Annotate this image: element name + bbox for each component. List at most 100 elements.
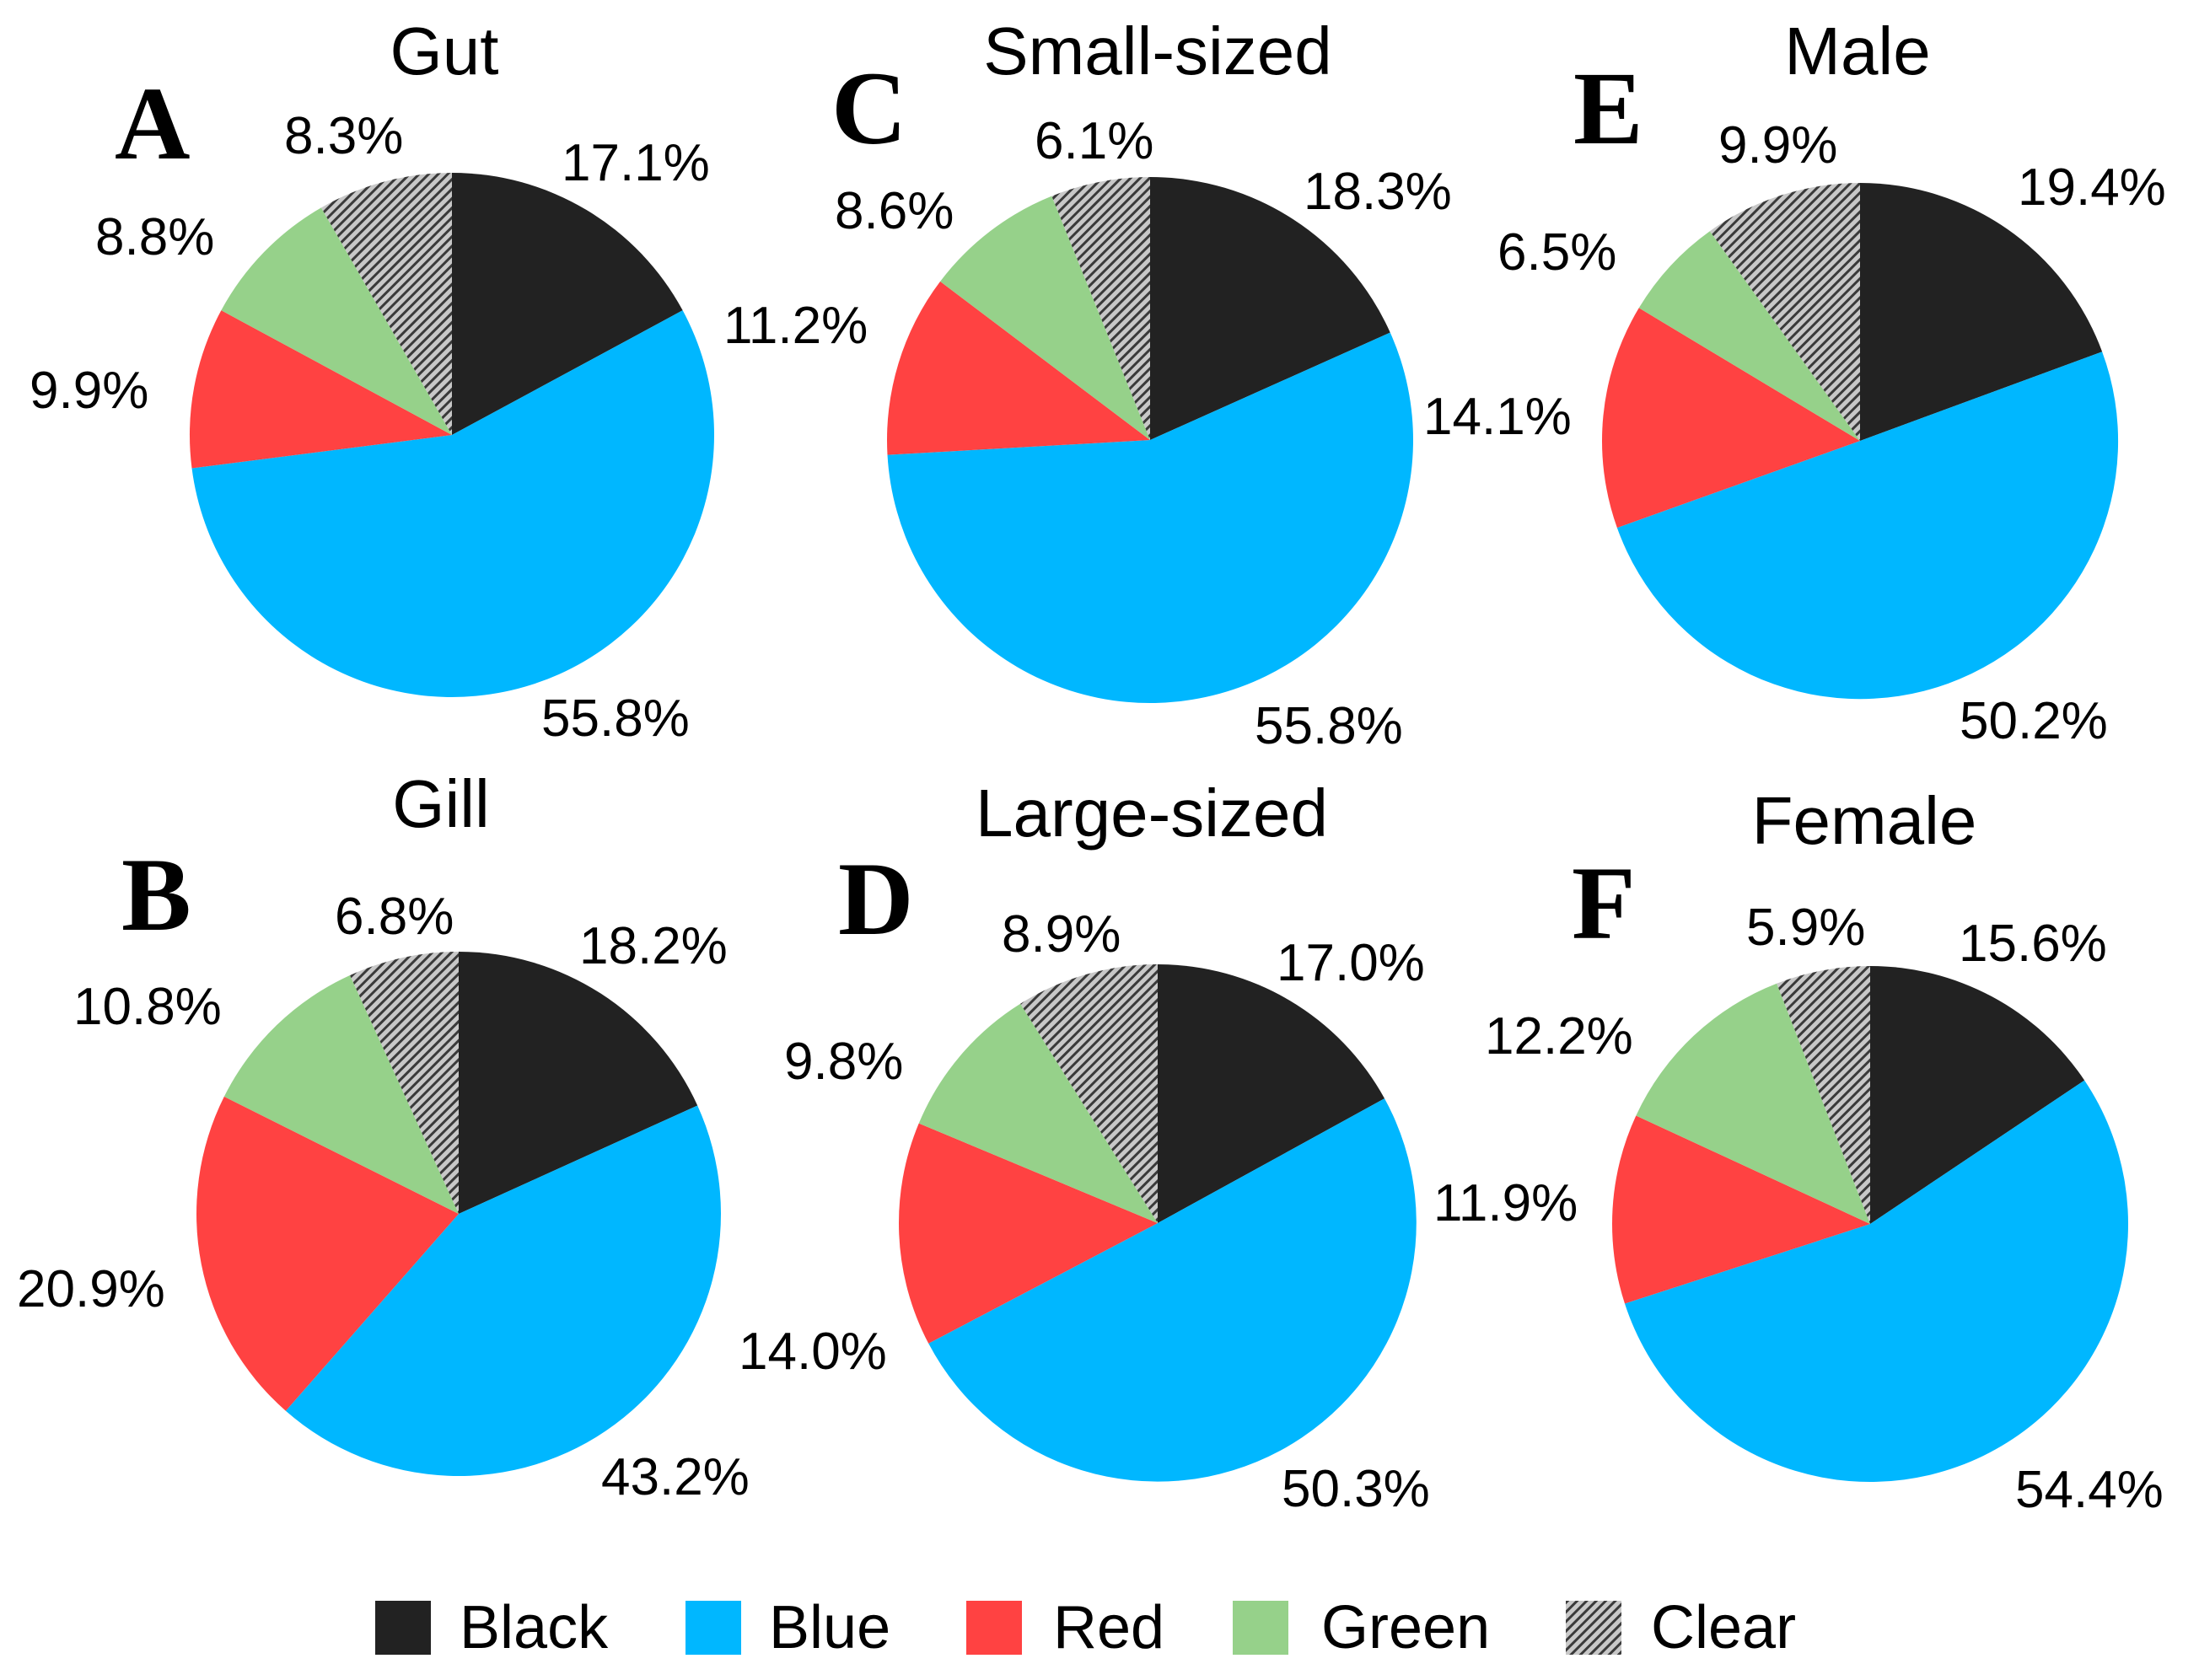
panel-letter: D [838, 841, 914, 957]
legend-item-blue: Blue [686, 1594, 890, 1661]
pct-label-green: 6.5% [1497, 223, 1616, 282]
panel-letter: F [1572, 845, 1636, 961]
legend-label-green: Green [1321, 1594, 1490, 1661]
pie-slice-green [918, 1003, 1158, 1223]
pie-slice-red [899, 1123, 1158, 1344]
pie-slice-green [221, 207, 452, 436]
pie-slice-blue [1624, 1080, 2129, 1483]
pct-label-black: 18.2% [579, 917, 728, 975]
pct-label-black: 17.0% [1277, 934, 1425, 992]
legend-item-black: Black [375, 1594, 609, 1661]
pie-slice-blue [191, 310, 714, 697]
pie-slice-black [1150, 176, 1390, 440]
pie-slice-clear [1709, 183, 1860, 441]
pct-label-black: 15.6% [1959, 915, 2107, 973]
pie-slice-black [452, 173, 683, 435]
pct-label-green: 9.8% [784, 1033, 903, 1091]
panel-c: C Small-sized 18.3% 55.8% 11.2% 8.6% 6.1… [723, 13, 1572, 755]
pie-slice-green [223, 975, 459, 1214]
pie-slice-black [1158, 964, 1385, 1223]
panel-letter: C [831, 51, 907, 166]
pie-slice-red [190, 310, 453, 469]
panel-e: E Male 19.4% 50.2% 6.5% 9.9% [1497, 13, 2166, 750]
panel-title: Large-sized [976, 776, 1328, 851]
pct-label-red: 20.9% [17, 1260, 165, 1318]
legend-swatch-green [1233, 1601, 1288, 1655]
pct-label-green: 8.8% [95, 208, 214, 266]
pct-label-red: 14.0% [739, 1323, 887, 1381]
pie-slice-blue [887, 332, 1414, 704]
legend-label-clear: Clear [1651, 1594, 1796, 1661]
pct-label-clear: 8.9% [1002, 905, 1121, 963]
panel-f: F Female 15.6% 54.4% 12.2% 5.9% [1485, 783, 2164, 1519]
panel-title: Male [1784, 13, 1930, 89]
pct-label-clear: 6.1% [1035, 112, 1153, 170]
legend-label-black: Black [460, 1594, 609, 1661]
legend-label-blue: Blue [769, 1594, 890, 1661]
pie-slice-red [1612, 1115, 1870, 1304]
panel-title: Gut [390, 13, 499, 89]
legend: Black Blue Red Green Clear [375, 1594, 1796, 1661]
panel-letter: B [121, 837, 191, 953]
pie-slice-blue [928, 1098, 1417, 1482]
pct-label-clear: 6.8% [335, 888, 454, 946]
pie-slice-clear [350, 952, 459, 1214]
pct-label-green: 12.2% [1485, 1007, 1633, 1065]
pie-slice-black [459, 952, 698, 1214]
pie-slice-black [1870, 966, 2085, 1224]
pct-label-red: 9.9% [30, 362, 148, 420]
pie-slice-clear [320, 173, 452, 435]
legend-swatch-red [966, 1601, 1022, 1655]
legend-swatch-blue [686, 1601, 741, 1655]
pct-label-blue: 54.4% [2015, 1461, 2164, 1519]
pie-slice-clear [1020, 964, 1158, 1223]
pie-c [887, 176, 1414, 704]
pct-label-clear: 8.3% [284, 107, 403, 165]
panel-a: A Gut 17.1% 55.8% 9.9% 8.8% 8.3% [30, 13, 714, 748]
pie-slice-clear [1051, 177, 1150, 440]
legend-item-clear: Clear [1566, 1594, 1796, 1661]
legend-swatch-black [375, 1601, 431, 1655]
pct-label-black: 17.1% [562, 134, 710, 192]
pie-slice-red [1601, 308, 1860, 529]
pie-slice-clear [1777, 966, 1870, 1224]
pie-e [1601, 183, 2119, 700]
pie-slice-green [1638, 231, 1860, 441]
pie-slice-red [196, 1096, 459, 1411]
panel-letter: A [115, 66, 191, 181]
panel-d: D Large-sized 17.0% 50.3% 14.0% 9.8% 8.9… [739, 776, 1578, 1518]
pct-label-red: 11.2% [723, 297, 868, 355]
panel-letter: E [1573, 51, 1643, 166]
legend-item-green: Green [1233, 1594, 1490, 1661]
panel-title: Gill [392, 766, 490, 841]
pct-label-extra: 11.9% [1433, 1174, 1578, 1232]
pct-label-blue: 55.8% [1255, 697, 1403, 755]
pie-slice-green [940, 196, 1150, 440]
legend-label-red: Red [1053, 1594, 1164, 1661]
panel-title: Small-sized [983, 13, 1331, 89]
pie-slice-blue [285, 1105, 721, 1476]
pct-label-extra: 14.1% [1423, 388, 1572, 446]
legend-swatch-clear [1566, 1601, 1621, 1655]
pie-slice-blue [1616, 352, 2119, 700]
pie-a [190, 173, 714, 697]
pct-label-green: 8.6% [835, 182, 954, 240]
pie-slice-black [1860, 183, 2103, 441]
panel-b: B Gill 18.2% 43.2% 20.9% 10.8% 6.8% [17, 766, 750, 1506]
pct-label-black: 18.3% [1304, 163, 1452, 221]
panel-title: Female [1752, 783, 1977, 858]
pct-label-blue: 43.2% [601, 1448, 750, 1506]
pie-d [899, 964, 1417, 1482]
pct-label-clear: 9.9% [1718, 116, 1837, 174]
legend-item-red: Red [966, 1594, 1164, 1661]
pct-label-green: 10.8% [73, 978, 222, 1036]
pct-label-blue: 55.8% [541, 690, 690, 748]
pie-slice-green [1636, 983, 1870, 1224]
pct-label-clear: 5.9% [1746, 899, 1865, 957]
pie-b [196, 952, 721, 1476]
pie-slice-red [887, 281, 1150, 455]
pie-f [1612, 966, 2129, 1483]
pct-label-black: 19.4% [2018, 158, 2166, 217]
pct-label-blue: 50.2% [1960, 692, 2108, 750]
